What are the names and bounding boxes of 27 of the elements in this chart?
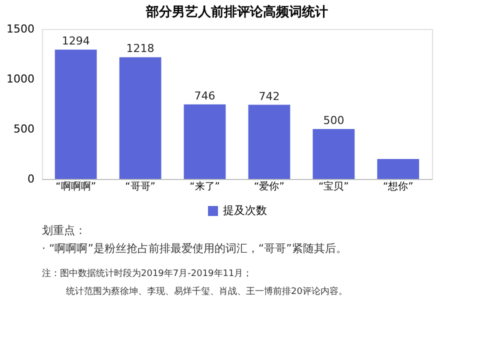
y-tick-label: 1500 [6,22,34,36]
y-tick-label: 500 [14,122,34,136]
bar [119,57,162,179]
x-tick-label: “宝贝” [318,180,349,192]
x-tick-label: “啊啊啊” [56,182,96,192]
x-tick-label: “哥哥” [125,182,156,192]
chart-title: 部分男艺人前排评论高频词统计 [145,4,328,20]
bar [184,104,226,179]
bar [377,159,420,179]
text: 注：图中数据统计时段为2019年7月-2019年11月； [42,268,252,279]
bar [248,104,290,179]
x-tick-label: “想你” [382,180,414,192]
legend-label: 提及次数 [223,204,267,217]
text: 746 [194,89,216,102]
x-tick-label: “来了” [190,180,220,192]
text: 742 [258,90,280,103]
bar [312,129,355,179]
text: 500 [323,114,344,127]
text: 1294 [62,34,90,48]
text: 划重点： [42,224,86,237]
y-tick-label: 0 [28,172,34,186]
bar [54,50,97,179]
text: · “啊啊啊”是粉丝抢占前排最爱使用的词汇，“哥哥”紧随其后。 [42,242,347,255]
y-tick-label: 1000 [6,72,34,86]
x-tick-label: “爱你” [254,180,284,192]
text: 统计范围为蔡徐坤、李现、易烊千玺、肖战、王一博前排20评论内容。 [66,286,348,297]
text: 1218 [126,42,154,56]
